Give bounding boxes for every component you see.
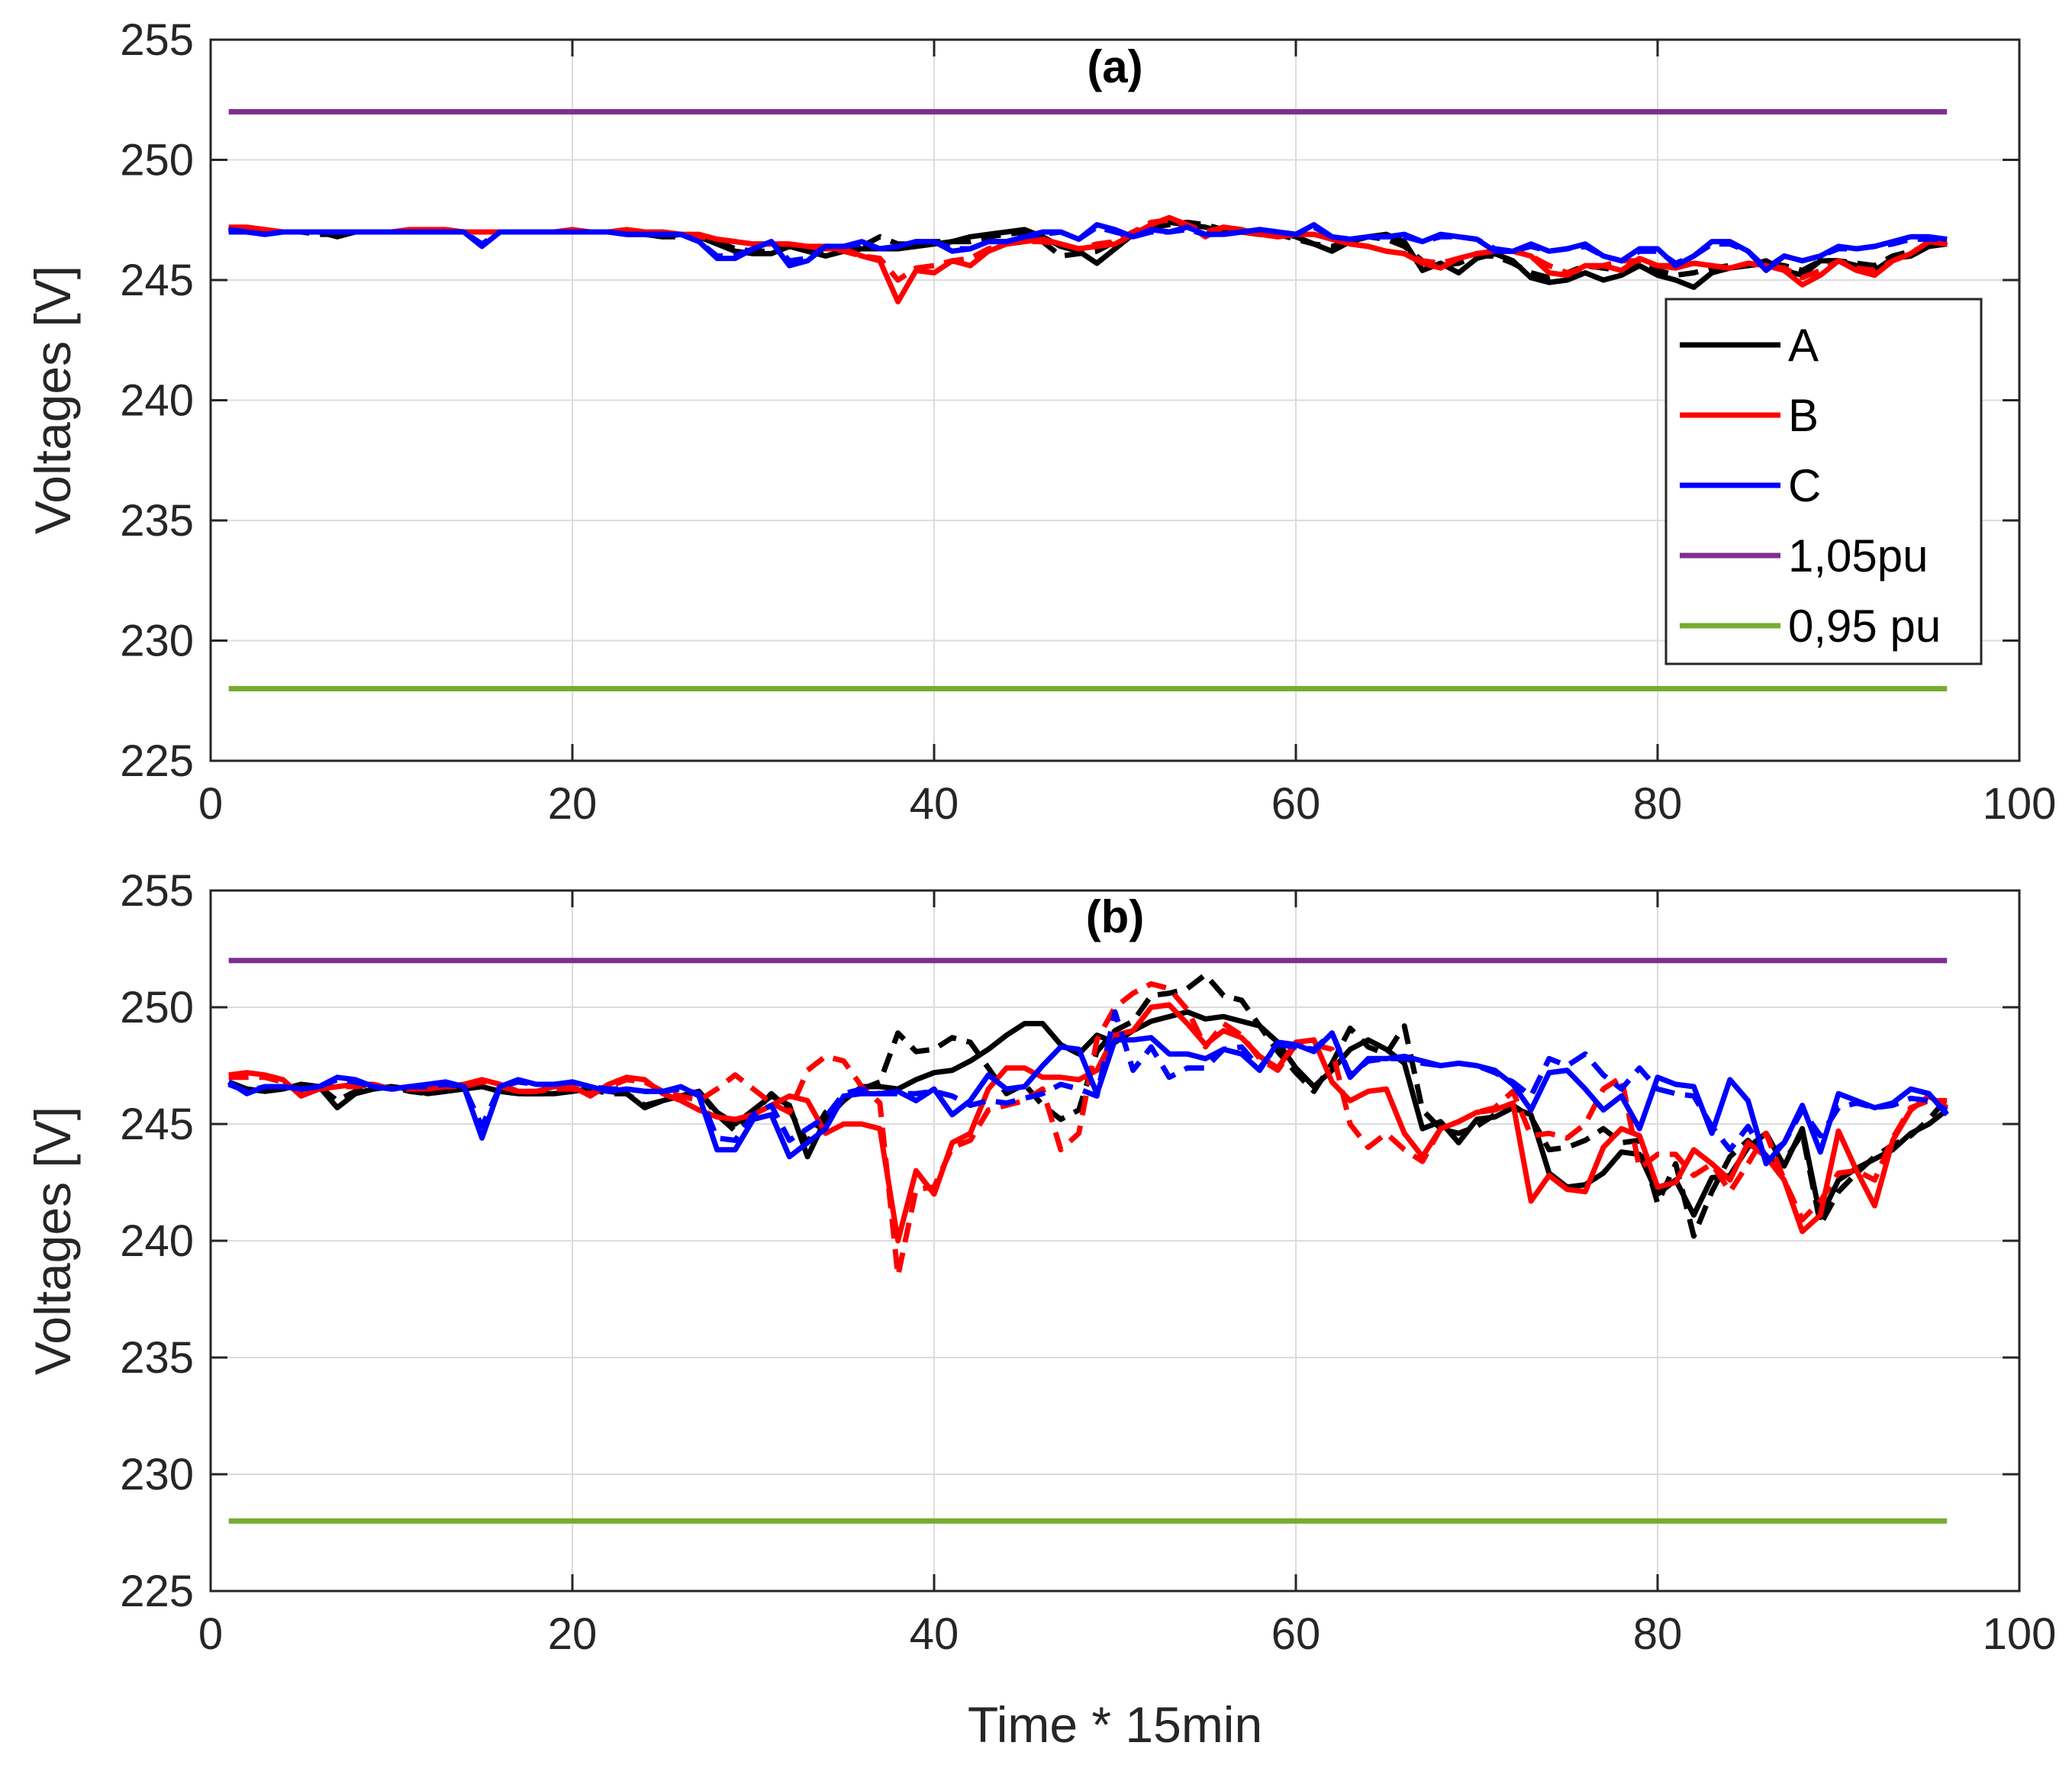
series-c-dashed [227,1009,1948,1160]
legend-label: C [1788,460,1821,511]
x-tick-label: 100 [1983,779,2057,829]
x-tick-label: 80 [1633,779,1683,829]
y-axis-label-b: Voltages [V] [24,1106,81,1375]
series-c-dashed [228,224,1948,271]
x-tick-label: 0 [198,1609,223,1659]
y-tick-label: 230 [120,617,194,666]
y-tick-label: 250 [120,136,194,185]
x-tick-label: 40 [910,779,959,829]
y-tick-label: 235 [120,1333,194,1383]
x-tick-label: 60 [1271,779,1321,829]
series-b-dashed [228,981,1948,1279]
x-tick-label: 80 [1633,1609,1683,1659]
y-tick-label: 240 [120,1216,194,1266]
x-axis-label: Time * 15min [968,1696,1262,1753]
y-tick-label: 230 [120,1450,194,1499]
y-tick-label: 245 [120,256,194,305]
legend: ABC 1,05pu 0,95 pu [1664,298,1983,665]
grid-b [211,891,2019,1591]
y-axis-label-a: Voltages [V] [24,266,81,534]
ticks-a: 0 20 40 60 80 100 225 230 235 240 245 250 255 [120,15,2056,829]
y-tick-label: 240 [120,376,194,426]
x-tick-label: 60 [1271,1609,1321,1659]
panel-title-a: (a) [1087,41,1142,92]
x-tick-label: 0 [198,779,223,829]
y-tick-label: 245 [120,1100,194,1149]
x-tick-label: 40 [910,1609,959,1659]
legend-box [1664,298,1983,665]
y-tick-label: 225 [120,736,194,786]
lines-b [227,958,1949,1524]
legend-label: B [1788,390,1819,441]
lines-a [227,109,1948,691]
legend-label: A [1788,320,1819,371]
x-tick-label: 20 [548,779,598,829]
panel-a: 0 20 40 60 80 100 225 230 235 240 245 250 255 (a) Vo… [24,15,2056,829]
x-tick-label: 20 [548,1609,598,1659]
ticks-b: 0 20 40 60 80 100 225 230 235 240 245 250 255 [120,866,2056,1659]
y-tick-label: 255 [120,15,194,65]
panel-title-b: (b) [1086,891,1145,942]
y-tick-label: 250 [120,983,194,1032]
x-tick-label: 100 [1983,1609,2057,1659]
y-tick-label: 225 [120,1567,194,1616]
y-tick-label: 255 [120,866,194,916]
panel-b: 0 20 40 60 80 100 225 230 235 240 245 250 255 (b) Vo… [24,866,2056,1753]
y-tick-label: 235 [120,496,194,546]
legend-label: 1,05pu [1788,530,1929,581]
legend-label: 0,95 pu [1788,601,1941,652]
